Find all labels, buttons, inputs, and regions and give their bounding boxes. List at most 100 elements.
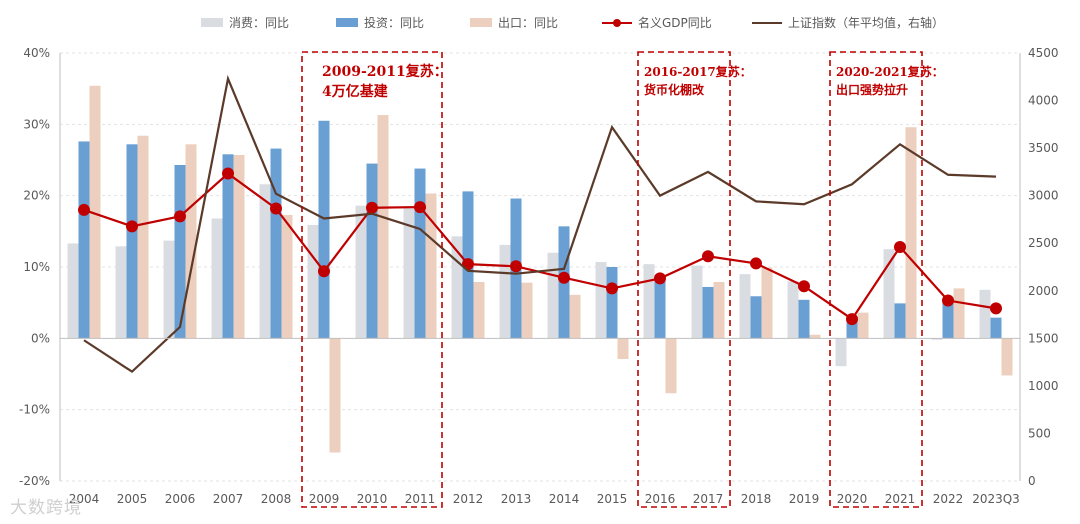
bar: [233, 155, 245, 339]
bar: [403, 206, 415, 339]
y-tick-label-left: 0%: [31, 331, 50, 345]
x-tick-label: 2014: [549, 492, 580, 506]
bar: [835, 338, 847, 367]
bar: [329, 338, 341, 453]
y-tick-label-right: 500: [1028, 426, 1051, 440]
gdp-point: [942, 294, 954, 307]
annotation-text: 2009-2011复苏：: [322, 63, 448, 80]
y-tick-label-right: 1500: [1028, 331, 1059, 345]
y-tick-label-right: 4500: [1028, 46, 1059, 60]
gdp-point: [270, 202, 282, 215]
bar: [894, 303, 906, 339]
annotations: 2009-2011复苏： 4万亿基建 2016-2017复苏： 货币化棚改 2020-2…: [301, 51, 944, 508]
bar: [798, 299, 810, 339]
bar: [451, 236, 463, 339]
annotation-box: [301, 51, 443, 508]
bar: [307, 224, 319, 339]
bar: [713, 281, 725, 339]
y-tick-label-right: 3000: [1028, 189, 1059, 203]
bar: [185, 144, 197, 339]
bar: [318, 120, 330, 339]
bar: [846, 317, 858, 339]
x-tick-label: 2022: [933, 492, 964, 506]
legend-label: 消费：同比: [229, 16, 289, 30]
bars: [67, 85, 1013, 453]
bar: [473, 281, 485, 339]
x-tick-label: 2013: [501, 492, 532, 506]
legend-label: 出口：同比: [498, 16, 558, 30]
bar: [521, 282, 533, 339]
gdp-point: [78, 203, 90, 216]
bar: [355, 205, 367, 339]
x-tick-label: 2007: [213, 492, 244, 506]
x-tick-label: 2012: [453, 492, 484, 506]
y-tick-label-right: 2000: [1028, 284, 1059, 298]
legend-label: 投资：同比: [364, 15, 424, 30]
y-tick-label-left: 10%: [23, 260, 50, 274]
bar: [953, 288, 965, 339]
y-tick-label-right: 4000: [1028, 94, 1059, 108]
bar: [665, 338, 677, 394]
y-tick-label-left: -10%: [19, 403, 50, 417]
annotation-text: 2016-2017复苏：: [644, 64, 752, 79]
bar: [67, 243, 79, 339]
gdp-point: [366, 201, 378, 214]
x-tick-label: 2019: [789, 492, 820, 506]
annotation-box: [637, 51, 731, 508]
bar: [89, 85, 101, 339]
bar: [739, 274, 751, 339]
bar: [883, 249, 895, 339]
bar: [281, 214, 293, 339]
bar: [990, 317, 1002, 339]
gdp-point: [654, 272, 666, 285]
bar: [809, 334, 821, 339]
gdp-point: [318, 265, 330, 278]
x-tick-label: 2008: [261, 492, 292, 506]
gdp-point: [558, 271, 570, 284]
x-tick-label: 2021: [885, 492, 916, 506]
bar: [654, 280, 666, 339]
x-tick-label: 2018: [741, 492, 772, 506]
bar: [1001, 338, 1013, 376]
legend-marker: [613, 19, 621, 27]
bar: [414, 168, 426, 339]
x-tick-label: 2004: [69, 492, 100, 506]
gdp-point: [174, 210, 186, 223]
bar: [942, 301, 954, 339]
x-tick-label: 2006: [165, 492, 196, 506]
annotation-text: 2020-2021复苏：: [836, 64, 944, 79]
bar: [270, 148, 282, 339]
gdp-point: [750, 257, 762, 270]
legend-swatch: [201, 18, 223, 27]
y-tick-label-left: 40%: [23, 46, 50, 60]
legend-label: 名义GDP同比: [638, 15, 712, 30]
watermark: 大数跨境: [10, 498, 82, 518]
bar: [857, 312, 869, 339]
annotation-text: 4万亿基建: [322, 83, 388, 100]
bar: [643, 264, 655, 339]
y-tick-label-left: -20%: [19, 474, 50, 488]
gdp-point: [510, 260, 522, 273]
legend-label: 上证指数（年平均值，右轴）: [788, 15, 944, 30]
bar: [617, 338, 629, 360]
axes: -20% -10% 0% 10% 20% 30% 40% 0 500 1000 1500 2000 25…: [19, 46, 1059, 506]
y-tick-label-left: 30%: [23, 117, 50, 131]
bar: [174, 164, 186, 339]
series-lines: [78, 74, 1002, 374]
bar: [366, 163, 378, 339]
bar: [761, 267, 773, 339]
bar: [115, 246, 127, 339]
bar: [905, 127, 917, 339]
legend-swatch: [336, 18, 358, 27]
x-tick-label: 2011: [405, 492, 436, 506]
y-tick-label-left: 20%: [23, 189, 50, 203]
bar: [377, 115, 389, 339]
gdp-point: [798, 280, 810, 293]
bar: [259, 184, 271, 339]
x-tick-label: 2023Q3: [972, 492, 1020, 506]
legend-swatch: [470, 18, 492, 27]
y-tick-label-right: 2500: [1028, 236, 1059, 250]
series-line: [83, 74, 997, 374]
bar: [595, 262, 607, 339]
